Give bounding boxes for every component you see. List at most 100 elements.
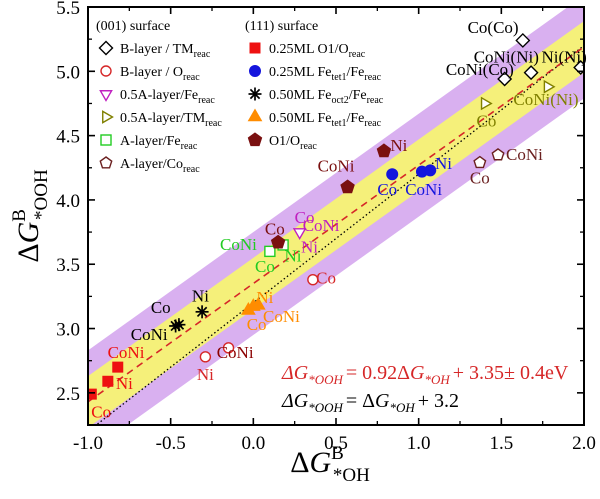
legend-item-9: 0.50ML Fetet1/Fereac <box>247 108 382 129</box>
legend-marker-triangle-right-open <box>102 110 114 124</box>
legend-item-8: 0.50ML Feoct2/Fereac <box>248 87 384 106</box>
point-star-asterisk-2 <box>195 305 209 319</box>
point-triangle-right-open-1 <box>543 79 556 94</box>
y-tick-label: 4.0 <box>56 191 80 212</box>
point-diamond-open-2 <box>523 65 539 81</box>
point-label-ni-9-0: Ni <box>256 288 273 307</box>
legend-item-7: 0.25ML Fetet1/Fereac <box>249 65 382 83</box>
legend-marker-pentagon-filled <box>247 132 263 147</box>
y-tick-label: 2.5 <box>56 384 80 405</box>
point-label-co-1-2: Co <box>316 269 336 288</box>
point-square-filled-2 <box>112 361 124 373</box>
legend-item-6: 0.25ML O1/Oreac <box>249 42 366 60</box>
point-label-ni-4-2: Ni <box>285 247 302 266</box>
point-star-asterisk-1 <box>172 318 186 332</box>
legend-item-2: 0.5A-layer/Fereac <box>99 88 215 106</box>
legend-marker-square-open <box>100 134 112 146</box>
point-triangle-up-filled-2 <box>250 296 266 310</box>
legend-label-7: 0.25ML Fetet1/Fereac <box>269 65 382 83</box>
inner-band <box>88 21 584 425</box>
confidence-bands <box>88 7 584 425</box>
x-tick-label: -1.0 <box>73 433 103 454</box>
point-square-filled-1 <box>102 375 114 387</box>
legend-marker-diamond-open <box>98 40 114 56</box>
point-label-coni-7-1: CoNi <box>405 180 442 199</box>
point-label-ni-7-2: Ni <box>435 154 452 173</box>
x-tick-label: -0.5 <box>156 433 186 454</box>
fit-equations: ΔG*OOH = 0.92ΔG*OH + 3.35± 0.4eV ΔG*OOH = ΔG… <box>281 362 569 415</box>
legend-marker-pentagon-open <box>99 156 113 169</box>
legend-label-3: 0.5A-layer/TMreac <box>120 111 222 129</box>
point-labels: Co(Co)CoNi(Ni)CoNi(Co)Ni(Ni)CoNiNiCoCoCo… <box>91 18 587 422</box>
legend-title-001: (001) surface <box>96 19 170 34</box>
point-circle-open-2 <box>307 273 319 286</box>
legend-marker-triangle-up-filled <box>247 108 263 122</box>
y-tick-label: 5.5 <box>56 0 80 19</box>
x-axis: -1.0 -0.5 0.0 0.5 1.0 1.5 2.0 <box>73 7 596 454</box>
point-diamond-open-1 <box>515 32 531 48</box>
point-pentagon-filled-1 <box>340 179 355 194</box>
point-diamond-open-0 <box>497 71 513 87</box>
point-label-coni-1-0: CoNi <box>217 343 254 362</box>
point-label-coni-ni-0-1: CoNi(Ni) <box>474 47 539 66</box>
point-label-co-9-1: Co <box>247 315 267 334</box>
y-tick-label: 3.5 <box>56 255 80 276</box>
legend-item-0: B-layer / TMreac <box>98 40 211 60</box>
x-tick-label: 0.5 <box>324 433 348 454</box>
legend-label-9: 0.50ML Fetet1/Fereac <box>269 111 382 129</box>
point-circle-open-1 <box>199 351 212 363</box>
data-points <box>88 32 584 400</box>
legend-item-1: B-layer / Oreac <box>100 65 200 83</box>
legend-label-0: B-layer / TMreac <box>120 42 211 60</box>
legend-marker-star-asterisk <box>248 87 262 101</box>
y-tick-label: 3.0 <box>56 320 80 341</box>
point-label-co-8-0: Co <box>151 298 171 317</box>
y-tick-label: 5.0 <box>56 62 80 83</box>
equation-fit: ΔG*OOH = 0.92ΔG*OH + 3.35± 0.4eV <box>281 362 569 387</box>
axis-titles: ΔGB *OH ΔGB*OOH <box>9 169 370 486</box>
fit-line <box>88 46 584 403</box>
point-label-ni-10-2: Ni <box>390 136 407 155</box>
legend: (001) surface (111) surface B-layer / TMre… <box>96 19 384 175</box>
x-tick-label: 1.0 <box>407 433 431 454</box>
x-axis-title: ΔGB *OH <box>290 443 370 486</box>
point-label-coni-9-2: CoNi <box>263 307 300 326</box>
legend-item-5: A-layer/Coreac <box>99 156 200 175</box>
legend-label-1: B-layer / Oreac <box>120 65 200 83</box>
legend-item-10: O1/Oreac <box>247 132 317 152</box>
point-pentagon-filled-2 <box>376 143 392 158</box>
legend-title-111: (111) surface <box>245 19 318 34</box>
point-label-co-2-0: Co <box>295 208 315 227</box>
trend-lines <box>88 45 584 425</box>
point-label-coni-10-1: CoNi <box>318 157 355 176</box>
point-label-coni-4-0: CoNi <box>220 235 257 254</box>
legend-item-4: A-layer/Fereac <box>100 134 198 152</box>
point-label-coni-co-0-2: CoNi(Co) <box>446 60 514 79</box>
point-circle-open-0 <box>222 342 235 354</box>
point-label-coni-2-1: CoNi <box>303 216 340 235</box>
equation-scaling: ΔG*OOH = ΔG*OH + 3.2 <box>281 390 459 415</box>
point-pentagon-filled-0 <box>270 234 286 249</box>
x-tick-label: 1.5 <box>489 433 513 454</box>
point-label-coni-6-0: CoNi <box>108 343 145 362</box>
legend-label-2: 0.5A-layer/Fereac <box>120 88 215 106</box>
legend-marker-circle-filled <box>249 65 261 77</box>
point-label-ni-1-1: Ni <box>197 365 214 384</box>
legend-label-10: O1/Oreac <box>269 134 317 152</box>
point-label-co-5-1: Co <box>470 168 490 187</box>
legend-marker-triangle-down-open <box>99 90 113 102</box>
point-label-co-10-0: Co <box>265 220 285 239</box>
point-square-filled-0 <box>88 388 97 400</box>
point-label-coni-5-0: CoNi <box>506 145 543 164</box>
point-circle-filled-0 <box>386 168 399 181</box>
point-label-ni-2-2: Ni <box>301 238 318 257</box>
point-label-coni-8-2: CoNi <box>131 325 168 344</box>
legend-label-4: A-layer/Fereac <box>120 134 198 152</box>
point-label-ni-ni-0-3: Ni(Ni) <box>541 47 586 66</box>
legend-label-5: A-layer/Coreac <box>120 157 200 175</box>
y-tick-label: 4.5 <box>56 127 80 148</box>
point-triangle-right-open-0 <box>480 96 493 111</box>
point-pentagon-open-1 <box>491 148 505 161</box>
legend-item-3: 0.5A-layer/TMreac <box>102 110 222 129</box>
y-axis-title: ΔGB*OOH <box>9 169 52 263</box>
